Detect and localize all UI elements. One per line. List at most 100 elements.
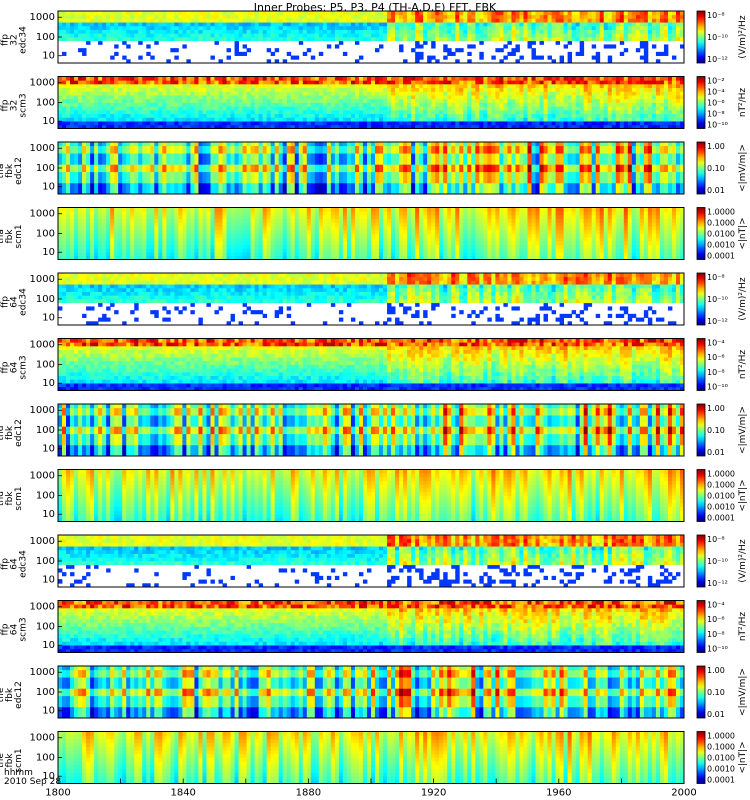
- heatmap-cell: [86, 142, 90, 146]
- heatmap-cell: [435, 91, 439, 95]
- heatmap-cell: [98, 179, 102, 183]
- heatmap-cell: [463, 22, 467, 26]
- heatmap-cell: [331, 15, 335, 19]
- heatmap-cell: [154, 187, 158, 191]
- heatmap-cell: [403, 95, 407, 99]
- heatmap-cell: [672, 121, 676, 125]
- heatmap-cell: [283, 91, 287, 95]
- heatmap-cell: [190, 15, 194, 19]
- heatmap-cell: [311, 30, 315, 34]
- heatmap-cell: [351, 142, 355, 146]
- heatmap-cell: [419, 103, 423, 107]
- heatmap-cell: [146, 103, 150, 107]
- heatmap-cell: [291, 84, 295, 88]
- heatmap-cell: [331, 157, 335, 161]
- heatmap-cell: [118, 187, 122, 191]
- heatmap-cell: [166, 142, 170, 146]
- heatmap-cell: [186, 84, 190, 88]
- heatmap-cell: [114, 146, 118, 150]
- heatmap-cell: [540, 37, 544, 41]
- heatmap-cell: [122, 56, 126, 60]
- heatmap-cell: [118, 142, 122, 146]
- heatmap-cell: [403, 142, 407, 146]
- heatmap-cell: [190, 103, 194, 107]
- heatmap-cell: [620, 33, 624, 37]
- heatmap-cell: [523, 84, 527, 88]
- heatmap-cell: [231, 84, 235, 88]
- heatmap-cell: [275, 22, 279, 26]
- heatmap-cell: [596, 37, 600, 41]
- heatmap-cell: [415, 157, 419, 161]
- heatmap-cell: [399, 114, 403, 118]
- heatmap-cell: [271, 77, 275, 81]
- heatmap-cell: [215, 37, 219, 41]
- heatmap-cell: [540, 106, 544, 110]
- heatmap-cell: [503, 77, 507, 81]
- heatmap-cell: [198, 187, 202, 191]
- heatmap-cell: [279, 175, 283, 179]
- heatmap-cell: [519, 114, 523, 118]
- heatmap-cell: [620, 15, 624, 19]
- heatmap-cell: [351, 117, 355, 121]
- heatmap-cell: [283, 95, 287, 99]
- heatmap-cell: [327, 33, 331, 37]
- heatmap-cell: [158, 110, 162, 114]
- heatmap-cell: [267, 30, 271, 34]
- heatmap-cell: [459, 11, 463, 15]
- heatmap-cell: [435, 26, 439, 30]
- heatmap-cell: [427, 15, 431, 19]
- heatmap-cell: [407, 168, 411, 172]
- heatmap-cell: [644, 80, 648, 84]
- heatmap-cell: [391, 11, 395, 15]
- heatmap-cell: [612, 30, 616, 34]
- heatmap-cell: [371, 153, 375, 157]
- heatmap-cell: [311, 164, 315, 168]
- heatmap-cell: [74, 117, 78, 121]
- heatmap-cell: [235, 114, 239, 118]
- heatmap-cell: [399, 121, 403, 125]
- heatmap-cell: [198, 110, 202, 114]
- heatmap-cell: [499, 11, 503, 15]
- heatmap-cell: [323, 149, 327, 153]
- heatmap-cell: [351, 15, 355, 19]
- heatmap-cell: [519, 99, 523, 103]
- heatmap-cell: [223, 146, 227, 150]
- heatmap-cell: [363, 161, 367, 165]
- heatmap-cell: [628, 22, 632, 26]
- heatmap-cell: [122, 114, 126, 118]
- heatmap-cell: [548, 91, 552, 95]
- heatmap-cell: [528, 103, 532, 107]
- heatmap-cell: [86, 11, 90, 15]
- heatmap-cell: [263, 172, 267, 176]
- heatmap-cell: [311, 80, 315, 84]
- heatmap-cell: [251, 168, 255, 172]
- heatmap-cell: [206, 99, 210, 103]
- heatmap-cell: [644, 99, 648, 103]
- heatmap-cell: [303, 106, 307, 110]
- heatmap-cell: [98, 187, 102, 191]
- heatmap-cell: [435, 121, 439, 125]
- heatmap-cell: [544, 26, 548, 30]
- heatmap-cell: [186, 91, 190, 95]
- heatmap-cell: [146, 142, 150, 146]
- heatmap-cell: [640, 56, 644, 60]
- heatmap-cell: [359, 37, 363, 41]
- heatmap-cell: [632, 95, 636, 99]
- heatmap-cell: [227, 48, 231, 52]
- heatmap-cell: [239, 164, 243, 168]
- heatmap-cell: [604, 30, 608, 34]
- heatmap-cell: [351, 84, 355, 88]
- heatmap-cell: [66, 172, 70, 176]
- heatmap-cell: [78, 95, 82, 99]
- heatmap-cell: [323, 142, 327, 146]
- heatmap-cell: [150, 142, 154, 146]
- heatmap-cell: [194, 187, 198, 191]
- heatmap-cell: [487, 121, 491, 125]
- heatmap-cell: [375, 80, 379, 84]
- heatmap-cell: [198, 18, 202, 22]
- heatmap-cell: [86, 15, 90, 19]
- heatmap-cell: [190, 84, 194, 88]
- heatmap-cell: [415, 88, 419, 92]
- heatmap-cell: [339, 110, 343, 114]
- heatmap-cell: [556, 91, 560, 95]
